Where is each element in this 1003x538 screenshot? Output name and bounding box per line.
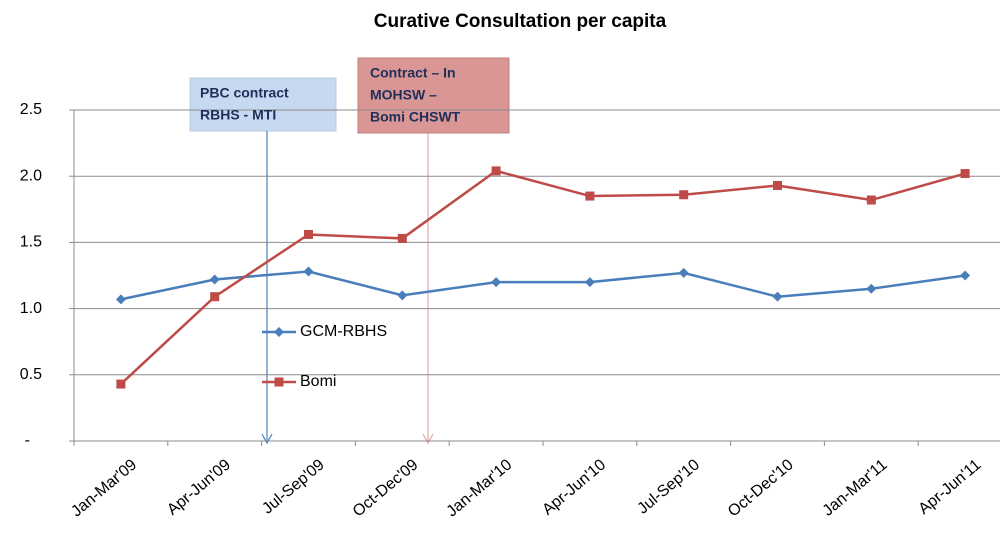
x-tick-label: Jul-Sep'09	[259, 456, 328, 517]
series-line	[120, 270, 966, 301]
series-line	[120, 169, 966, 385]
data-point	[960, 169, 970, 179]
annotation-text: MOHSW –	[370, 87, 437, 103]
data-point	[584, 277, 595, 288]
annotation-text: PBC contract	[200, 85, 289, 101]
y-tick-label: 0.5	[20, 366, 42, 383]
legend-label: GCM-RBHS	[300, 323, 387, 340]
x-tick-label: Jan-Mar'11	[820, 456, 891, 519]
data-point	[209, 274, 220, 285]
data-point	[773, 180, 782, 190]
data-point	[491, 166, 501, 176]
legend-marker	[274, 377, 284, 387]
x-tick-label: Apr-Jun'10	[539, 456, 609, 519]
y-tick-label: 2.0	[20, 167, 42, 184]
data-point	[772, 291, 783, 302]
data-point	[304, 229, 313, 239]
legend-marker	[274, 327, 284, 337]
x-tick-label: Jan-Mar'10	[444, 456, 516, 520]
annotation-text: Contract – In	[370, 65, 456, 81]
x-tick-label: Oct-Dec'09	[350, 456, 422, 520]
chart-title: Curative Consultation per capita	[374, 11, 667, 32]
arrow-head	[261, 433, 273, 445]
data-point	[960, 270, 971, 281]
data-point	[210, 292, 220, 302]
data-point	[397, 290, 408, 301]
legend-label: Bomi	[300, 373, 336, 390]
annotation-box	[189, 77, 337, 132]
data-point	[115, 294, 126, 305]
data-point	[491, 277, 502, 288]
x-tick-label: Jul-Sep'10	[635, 456, 704, 517]
y-tick-label: 1.0	[20, 300, 42, 317]
annotation-box	[357, 57, 510, 134]
y-tick-label: -	[25, 432, 30, 449]
data-point	[679, 190, 689, 200]
y-tick-label: 2.5	[20, 101, 42, 118]
x-tick-label: Jan-Mar'09	[68, 456, 140, 520]
data-point	[397, 233, 407, 243]
data-point	[303, 266, 314, 277]
data-point	[866, 195, 876, 205]
annotation-text: Bomi CHSWT	[370, 109, 461, 125]
arrow-head	[422, 433, 434, 445]
x-tick-label: Apr-Jun'09	[164, 456, 234, 519]
data-point	[678, 267, 689, 278]
data-point	[116, 379, 126, 389]
y-tick-label: 1.5	[20, 234, 42, 251]
annotation-text: RBHS - MTI	[200, 107, 276, 123]
x-tick-label: Apr-Jun'11	[915, 456, 984, 518]
data-point	[866, 283, 877, 294]
x-tick-label: Oct-Dec'10	[725, 456, 797, 520]
data-point	[585, 191, 595, 201]
